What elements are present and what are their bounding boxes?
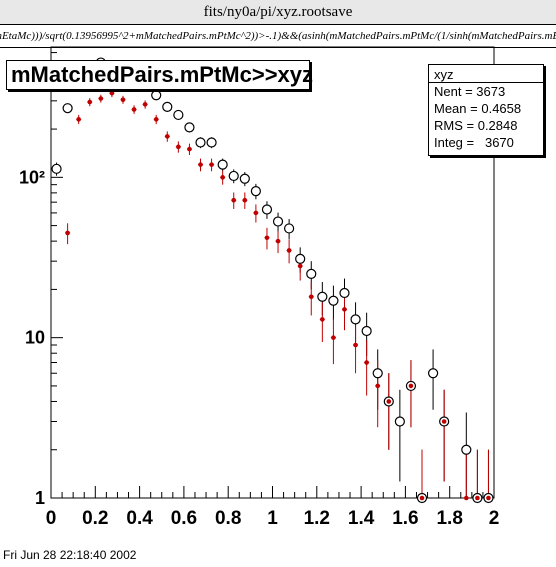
data-point-open-circle xyxy=(272,216,284,227)
selection-cut-text: mEtaMc)))/sqrt(0.13956995^2+mMatchedPair… xyxy=(0,30,556,42)
data-point-star xyxy=(198,162,203,167)
data-point-star xyxy=(65,230,70,236)
data-point-star xyxy=(331,335,336,340)
x-tick-label: 2 xyxy=(489,508,500,529)
data-point-star xyxy=(419,495,425,501)
data-point-open-circle xyxy=(328,295,339,306)
data-point-star xyxy=(76,117,81,122)
data-point-open-circle xyxy=(195,137,206,148)
data-point-star xyxy=(253,210,259,216)
data-point-open-circle xyxy=(427,368,439,379)
data-point-open-circle xyxy=(173,109,184,121)
data-point-star xyxy=(297,263,303,269)
data-point-star xyxy=(353,342,358,348)
plot-title: mMatchedPairs.mPtMc>>xyz xyxy=(6,60,313,90)
data-point-star xyxy=(408,383,414,389)
data-point-star xyxy=(142,102,148,107)
data-point-open-circle xyxy=(361,325,372,337)
data-point-open-circle xyxy=(295,253,306,264)
x-tick-label: 1.6 xyxy=(392,508,418,529)
data-point-open-circle xyxy=(339,287,350,299)
stats-label: Mean xyxy=(434,101,467,116)
x-tick-label: 1.2 xyxy=(304,508,330,529)
data-point-star xyxy=(176,144,181,150)
window-title: fits/ny0a/pi/xyz.rootsave xyxy=(0,0,556,25)
data-point-open-circle xyxy=(51,163,62,174)
data-point-star xyxy=(286,248,292,253)
data-point-star xyxy=(220,175,225,180)
data-point-star xyxy=(153,117,159,122)
data-point-star xyxy=(320,317,325,322)
data-point-star xyxy=(342,307,347,312)
y-tick-label: 10 xyxy=(25,328,45,348)
stats-row-integral: Integ = 3670 xyxy=(434,135,540,151)
data-point-open-circle xyxy=(162,101,173,112)
stats-histogram-name: xyz xyxy=(434,67,454,82)
data-point-star xyxy=(364,360,369,365)
data-point-star xyxy=(209,162,214,167)
x-tick-label: 0 xyxy=(46,508,57,529)
data-point-star xyxy=(187,146,192,152)
data-point-star xyxy=(441,419,447,424)
data-point-star xyxy=(486,495,491,501)
data-point-star xyxy=(164,134,170,139)
x-tick-label: 1 xyxy=(267,508,278,529)
x-tick-label: 0.8 xyxy=(215,508,241,529)
data-point-open-circle xyxy=(62,103,73,114)
stats-row-mean: Mean = 0.4658 xyxy=(434,101,540,117)
data-point-open-circle xyxy=(394,416,405,427)
data-point-star xyxy=(98,96,104,101)
data-point-open-circle xyxy=(261,204,273,215)
data-point-star xyxy=(231,197,237,203)
data-point-open-circle xyxy=(151,90,162,101)
stats-row-entries: Nent = 3673 xyxy=(434,84,540,100)
y-tick-label: 1 xyxy=(35,488,45,508)
data-point-open-circle xyxy=(217,159,228,170)
stats-value: = 3670 xyxy=(466,135,514,150)
data-point-star xyxy=(120,97,126,102)
data-point-star xyxy=(308,294,314,300)
stats-label: Nent xyxy=(434,84,462,99)
data-point-open-circle xyxy=(184,122,195,133)
data-point-star xyxy=(386,399,392,404)
data-point-open-circle xyxy=(350,314,361,325)
data-point-star xyxy=(464,495,469,501)
data-point-star xyxy=(109,90,115,96)
statistics-box: xyz Nent = 3673 Mean = 0.4658 RMS = 0.28… xyxy=(428,64,544,156)
stats-row-rms: RMS = 0.2848 xyxy=(434,118,540,134)
stats-label: RMS xyxy=(434,118,463,133)
data-point-star xyxy=(87,99,93,105)
x-tick-label: 0.6 xyxy=(171,508,197,529)
x-tick-label: 1.4 xyxy=(348,508,375,529)
x-tick-label: 1.8 xyxy=(436,508,462,529)
data-point-star xyxy=(242,197,248,203)
x-tick-label: 0.4 xyxy=(126,508,153,529)
stats-value: = 3673 xyxy=(465,84,506,99)
data-point-open-circle xyxy=(306,268,317,279)
data-point-open-circle xyxy=(372,368,383,379)
data-point-star xyxy=(275,238,281,244)
stats-divider xyxy=(429,82,543,83)
data-point-open-circle xyxy=(284,223,295,234)
y-tick-label: 10² xyxy=(19,167,45,187)
timestamp-footer: Fri Jun 28 22:18:40 2002 xyxy=(3,548,137,562)
stats-label: Integ xyxy=(434,135,463,150)
x-tick-label: 0.2 xyxy=(82,508,108,529)
data-point-star xyxy=(264,235,270,241)
data-point-open-circle xyxy=(250,186,261,197)
data-point-open-circle xyxy=(461,444,472,455)
stats-value: = 0.2848 xyxy=(466,118,518,133)
data-point-star xyxy=(475,495,480,501)
data-point-open-circle xyxy=(206,137,217,148)
data-point-open-circle xyxy=(239,173,250,184)
selection-cut-title: mEtaMc)))/sqrt(0.13956995^2+mMatchedPair… xyxy=(0,25,556,48)
stats-value: = 0.4658 xyxy=(470,101,522,116)
data-point-open-circle xyxy=(228,170,239,182)
data-point-open-circle xyxy=(317,291,328,302)
data-point-star xyxy=(131,107,137,112)
data-point-star xyxy=(375,383,381,389)
